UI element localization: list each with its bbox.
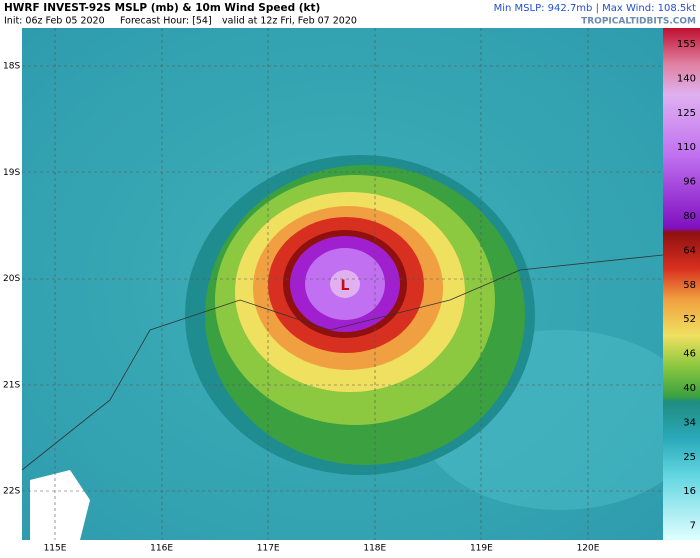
colorbar-label: 16	[683, 486, 696, 497]
colorbar-label: 110	[677, 142, 696, 153]
lon-label: 117E	[257, 544, 280, 554]
valid: valid at 12z Fri, Feb 07 2020	[222, 16, 357, 27]
colorbar-label: 52	[683, 314, 696, 325]
lon-label: 115E	[44, 544, 67, 554]
lon-label: 116E	[150, 544, 173, 554]
title: HWRF INVEST-92S MSLP (mb) & 10m Wind Spe…	[4, 2, 320, 14]
lon-label: 120E	[577, 544, 600, 554]
lon-label: 118E	[363, 544, 386, 554]
colorbar-label: 7	[690, 521, 696, 532]
colorbar-label: 25	[683, 452, 696, 463]
colorbar-label: 40	[683, 383, 696, 394]
colorbar	[663, 28, 700, 540]
colorbar-label: 140	[677, 73, 696, 84]
low-symbol: L	[341, 278, 350, 294]
colorbar-label: 64	[683, 245, 696, 256]
stats: Min MSLP: 942.7mb | Max Wind: 108.5kt	[494, 3, 696, 14]
colorbar-label: 125	[677, 108, 696, 119]
colorbar-label: 58	[683, 280, 696, 291]
lat-label: 18S	[3, 62, 20, 72]
colorbar-label: 155	[677, 39, 696, 50]
colorbar-label: 46	[683, 349, 696, 360]
lat-label: 19S	[3, 168, 20, 178]
lon-label: 119E	[470, 544, 493, 554]
lat-label: 21S	[3, 380, 20, 390]
lat-label: 22S	[3, 487, 20, 497]
colorbar-label: 34	[683, 417, 696, 428]
colorbar-label: 96	[683, 177, 696, 188]
colorbar-label: 80	[683, 211, 696, 222]
map: L	[21, 28, 700, 540]
forecast-hour: Forecast Hour: [54]	[120, 16, 212, 27]
lat-label: 20S	[3, 274, 20, 284]
site: TROPICALTIDBITS.COM	[581, 17, 696, 27]
init: Init: 06z Feb 05 2020	[4, 16, 105, 27]
